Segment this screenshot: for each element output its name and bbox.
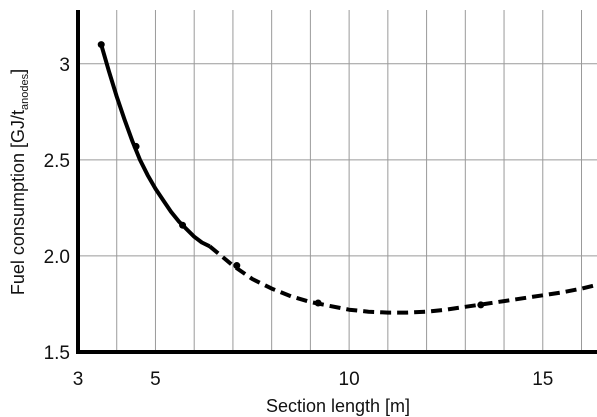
x-tick-label: 5	[150, 369, 161, 390]
x-axis-label: Section length [m]	[266, 396, 410, 416]
data-point	[477, 301, 485, 309]
x-tick-label: 3	[73, 369, 84, 390]
y-tick-label: 2.0	[44, 247, 70, 268]
data-point	[132, 142, 140, 150]
marker-layer	[97, 41, 485, 309]
series-layer	[99, 44, 597, 315]
y-tick-label: 1.5	[44, 343, 70, 364]
y-tick-label: 2.5	[44, 151, 70, 172]
data-point	[314, 299, 322, 307]
y-axis-label-close: ]	[8, 69, 28, 74]
series-line-solid	[99, 44, 211, 249]
series-line-dashed	[208, 244, 597, 315]
y-tick-label: 3	[59, 55, 70, 76]
x-tick-labels: 3 5 10 15	[73, 369, 554, 390]
y-tick-labels: 1.5 2.0 2.5 3	[44, 55, 70, 364]
y-axis-label: Fuel consumption [GJ/tanodes]	[8, 69, 31, 295]
data-point	[179, 221, 187, 229]
x-tick-label: 15	[532, 369, 553, 390]
plot-background	[78, 10, 597, 352]
x-tick-label: 10	[339, 369, 360, 390]
y-axis-label-main: Fuel consumption [GJ/t	[8, 110, 28, 295]
grid-lines	[78, 10, 597, 352]
y-axis-label-subscript: anodes	[19, 73, 31, 110]
data-point	[97, 41, 105, 49]
data-point	[233, 262, 241, 270]
